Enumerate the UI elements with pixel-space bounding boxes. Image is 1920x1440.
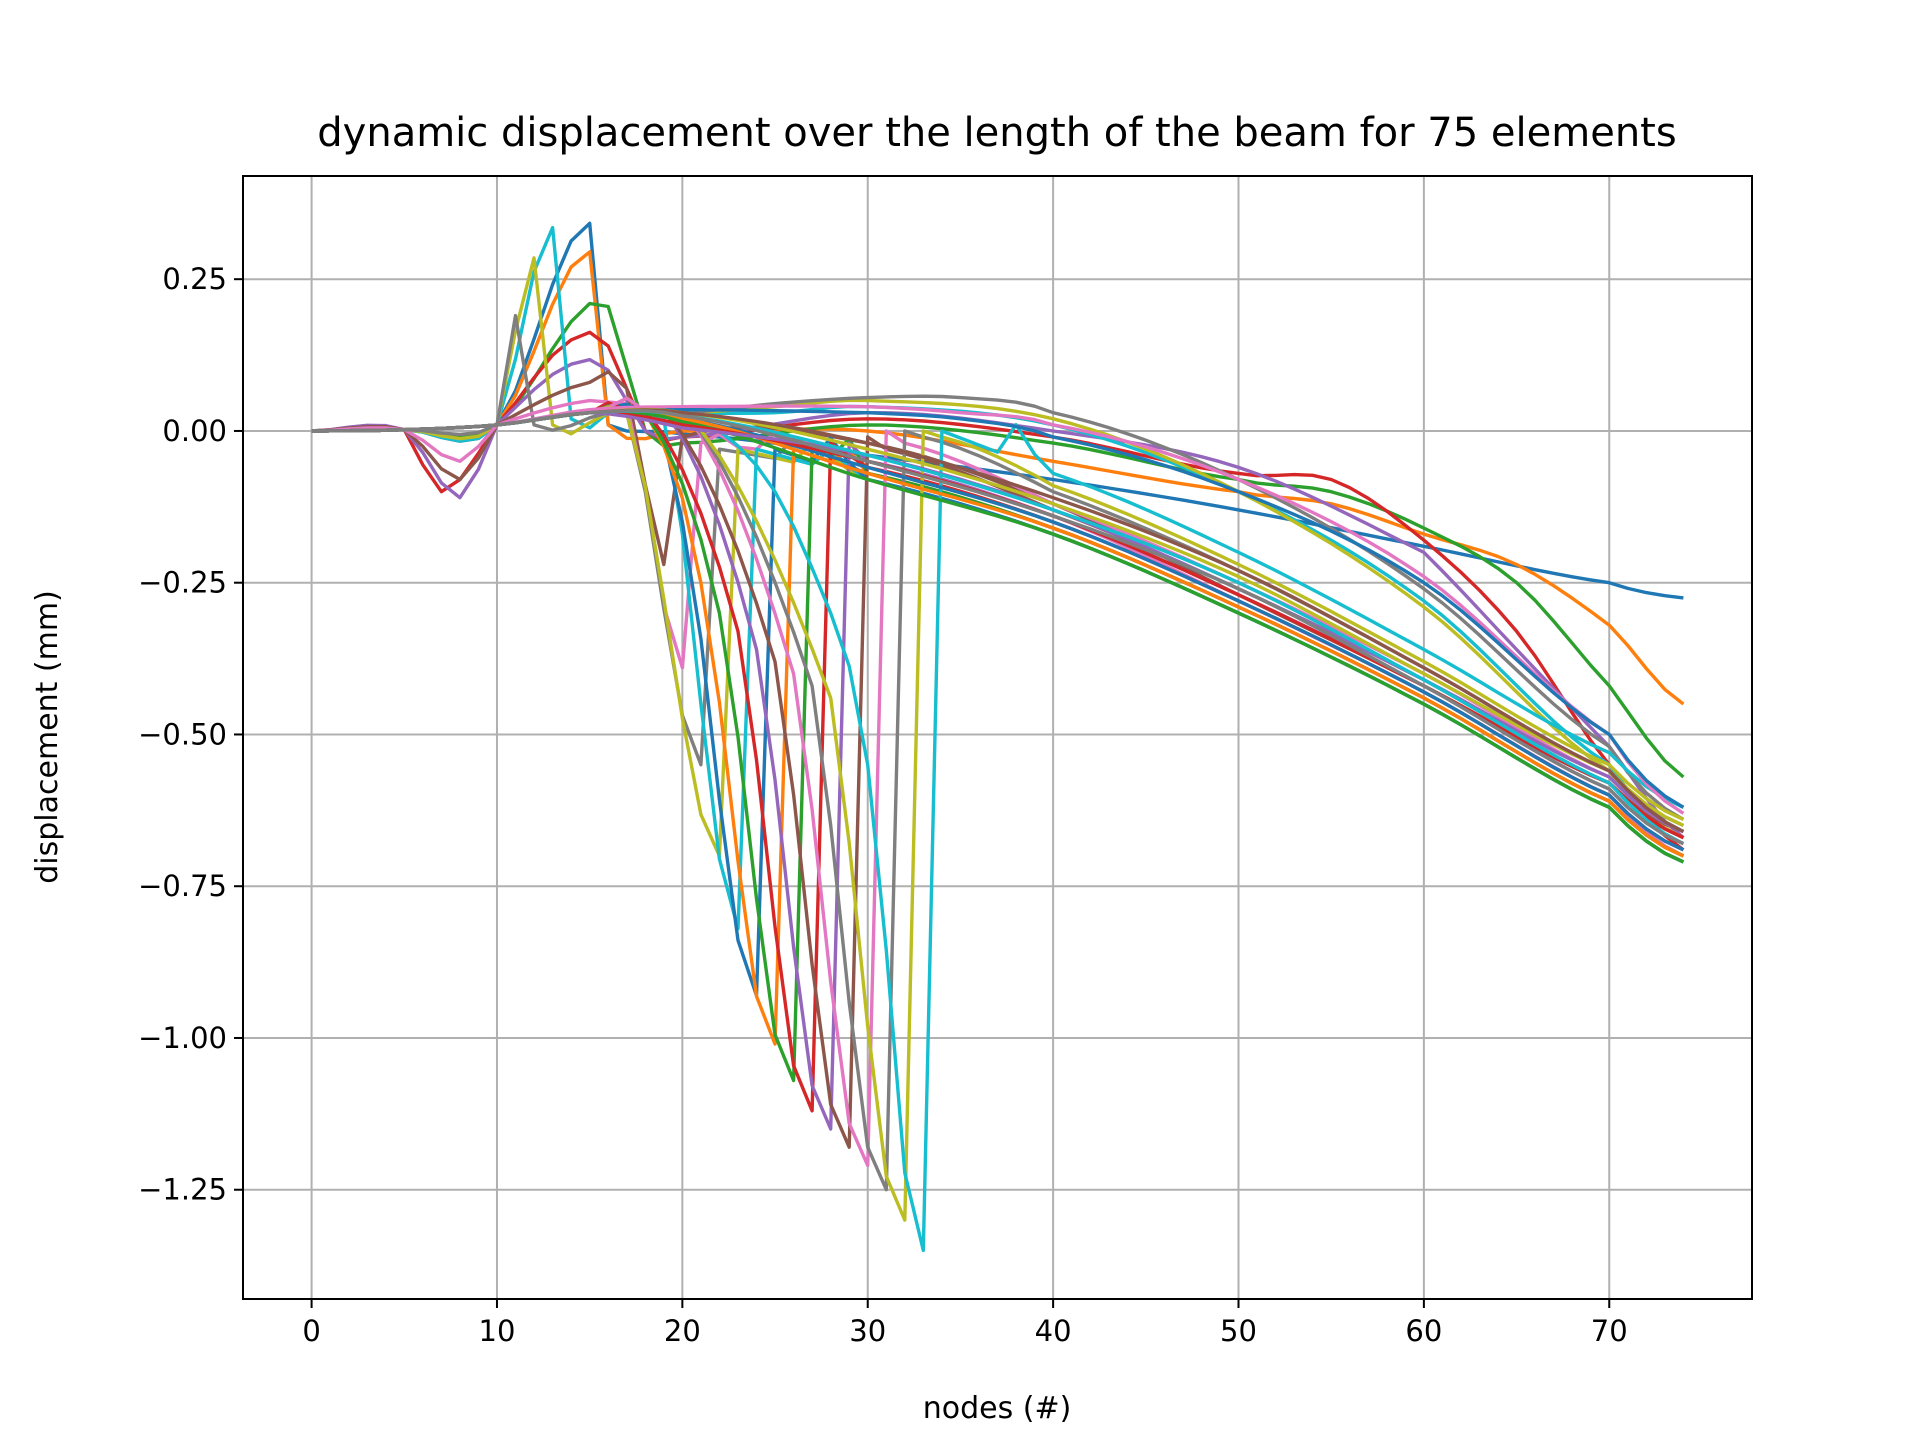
- x-tick-label: 50: [1220, 1314, 1257, 1348]
- y-tick-label: −1.25: [138, 1173, 227, 1207]
- chart-title: dynamic displacement over the length of …: [317, 110, 1676, 156]
- y-tick-label: −1.00: [138, 1021, 227, 1055]
- x-tick-label: 20: [664, 1314, 701, 1348]
- grid-lines: [243, 176, 1752, 1299]
- x-tick-label: 10: [479, 1314, 516, 1348]
- y-axis-ticks: 0.25 0.00 −0.25 −0.50 −0.75 −1.00 −1.25: [138, 262, 243, 1207]
- series-line-34: [311, 409, 1685, 846]
- y-axis-label: displacement (mm): [30, 590, 65, 884]
- series-line-7: [311, 256, 1685, 840]
- series-line-8: [311, 313, 1685, 821]
- x-axis-label: nodes (#): [923, 1391, 1072, 1426]
- x-tick-label: 30: [849, 1314, 886, 1348]
- series-group: [311, 221, 1685, 1253]
- x-axis-ticks: 0 10 20 30 40 50 60 70: [302, 1299, 1628, 1348]
- series-line-4: [311, 330, 1685, 852]
- y-tick-label: 0.25: [162, 262, 227, 296]
- plot-frame: [242, 175, 1753, 1300]
- x-tick-label: 0: [302, 1314, 320, 1348]
- y-tick-label: −0.25: [138, 566, 227, 600]
- y-tick-label: −0.75: [138, 869, 227, 903]
- y-tick-label: 0.00: [162, 414, 227, 448]
- x-tick-label: 60: [1405, 1314, 1442, 1348]
- x-tick-label: 70: [1591, 1314, 1628, 1348]
- y-tick-label: −0.50: [138, 717, 227, 751]
- x-tick-label: 40: [1035, 1314, 1072, 1348]
